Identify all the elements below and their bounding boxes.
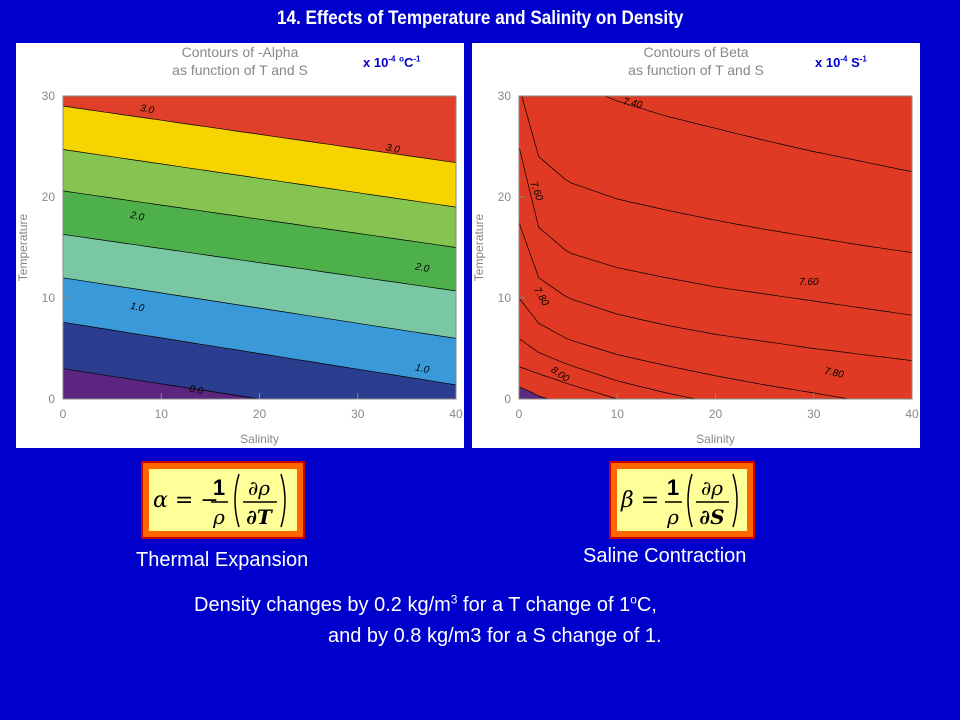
alpha-contour-label-4: 1.0 [129, 301, 145, 315]
alpha-band-5 [63, 149, 456, 248]
alpha-units-label: x 10-4 oC-1 [363, 54, 421, 70]
beta-contour-line-3 [519, 222, 912, 361]
alpha-band-1 [63, 322, 456, 399]
alpha-contour-line-5 [63, 149, 456, 208]
density-change-line-1: Density changes by 0.2 kg/m3 for a T cha… [194, 592, 657, 616]
thermal-expansion-caption: Thermal Expansion [136, 549, 309, 571]
alpha-contour-label-2: 2.0 [128, 210, 145, 224]
beta-contour-line-1 [521, 96, 912, 253]
beta-x-tick-label-1: 10 [611, 407, 625, 421]
alpha-y-tick-label-0: 0 [48, 392, 55, 406]
alpha-contour-line-3 [63, 234, 456, 292]
beta-contour-label-0: 7.40 [622, 96, 644, 111]
beta-formula-rho: ρ [666, 505, 679, 529]
slide-title: 14. Effects of Temperature and Salinity … [276, 8, 684, 29]
alpha-contour-label-1: 3.0 [385, 142, 401, 156]
beta-x-axis-label: Salinity [696, 432, 735, 446]
alpha-x-tick-label-3: 30 [351, 407, 365, 421]
alpha-band-2 [63, 277, 456, 385]
beta-x-tick-label-4: 40 [905, 407, 919, 421]
beta-y-axis-label: Temperature [472, 213, 486, 281]
alpha-y-tick-label-1: 10 [42, 291, 56, 305]
beta-formula-left-paren [687, 473, 693, 528]
beta-contour-line-2 [519, 146, 912, 316]
alpha-contour-line-6 [63, 105, 456, 164]
alpha-band-3 [63, 234, 456, 339]
alpha-formula: α = − 1 ρ ∂ρ ∂T [153, 473, 286, 529]
density-change-line-2: and by 0.8 kg/m3 for a S change of 1. [328, 625, 662, 647]
alpha-band-0 [63, 368, 456, 399]
beta-chart-panel: Contours of Beta as function of T and S 7.… [472, 43, 920, 448]
beta-contour-label-4: 7.80 [823, 366, 845, 381]
beta-formula-lhs: β = [620, 488, 659, 513]
beta-contour-line-6 [519, 366, 619, 399]
beta-y-tick-label-3: 30 [498, 89, 512, 103]
beta-contour-line-5 [519, 338, 698, 399]
alpha-formula-left-paren [234, 473, 240, 528]
beta-y-tick-label-0: 0 [504, 392, 511, 406]
beta-x-tick-label-0: 0 [516, 407, 523, 421]
beta-contour-fills: 7.407.607.607.807.808.00 [519, 96, 912, 399]
alpha-formula-one: 1 [213, 475, 225, 500]
alpha-formula-rho: ρ [212, 505, 225, 529]
alpha-x-tick-label-2: 20 [253, 407, 267, 421]
beta-formula-partial-rho: ∂ρ [701, 476, 723, 500]
saline-contraction-caption: Saline Contraction [583, 545, 747, 567]
alpha-x-tick-label-0: 0 [60, 407, 67, 421]
beta-x-tick-label-3: 30 [807, 407, 821, 421]
beta-formula: β = 1 ρ ∂ρ ∂S [620, 473, 738, 529]
alpha-y-tick-label-2: 20 [42, 190, 56, 204]
alpha-y-axis-label: Temperature [16, 213, 30, 281]
alpha-contour-label-5: 1.0 [414, 362, 430, 376]
alpha-y-tick-label-3: 30 [42, 89, 56, 103]
alpha-contour-line-1 [63, 321, 456, 386]
beta-formula-partial-var: ∂S [699, 505, 724, 529]
alpha-formula-box: α = − 1 ρ ∂ρ ∂T [141, 461, 305, 539]
alpha-x-tick-label-4: 40 [449, 407, 463, 421]
alpha-chart-panel: Contours of -Alpha as function of T and S… [16, 43, 464, 448]
alpha-contour-line-0 [63, 368, 262, 399]
beta-formula-right-paren [732, 473, 738, 528]
beta-y-tick-label-1: 10 [498, 291, 512, 305]
alpha-band-7 [63, 96, 456, 163]
alpha-formula-right-paren [280, 473, 286, 528]
beta-formula-one: 1 [667, 475, 679, 500]
alpha-x-tick-label-1: 10 [155, 407, 169, 421]
alpha-contour-line-2 [63, 277, 456, 339]
alpha-formula-lhs: α = − [153, 488, 219, 513]
alpha-contour-line-4 [63, 190, 456, 248]
alpha-contour-chart: Contours of -Alpha as function of T and S… [16, 44, 463, 446]
beta-contour-label-2: 7.60 [799, 277, 819, 288]
alpha-contour-label-6: 0.0 [188, 384, 204, 398]
beta-y-tick-label-2: 20 [498, 190, 512, 204]
beta-contour-chart: Contours of Beta as function of T and S 7.… [472, 44, 919, 446]
beta-chart-title: Contours of Beta [643, 44, 748, 60]
alpha-band-6 [63, 106, 456, 208]
alpha-contour-label-3: 2.0 [413, 261, 430, 275]
beta-chart-subtitle: as function of T and S [628, 62, 764, 78]
beta-contour-line-0 [603, 96, 912, 173]
beta-formula-box: β = 1 ρ ∂ρ ∂S [609, 461, 755, 539]
alpha-band-4 [63, 190, 456, 291]
alpha-chart-subtitle: as function of T and S [172, 62, 308, 78]
alpha-formula-partial-var: ∂T [246, 505, 274, 529]
beta-x-tick-label-2: 20 [709, 407, 723, 421]
beta-band-8 [519, 96, 912, 399]
alpha-contour-fills: 3.0 3.0 2.0 2.0 1.0 1.0 0.0 [63, 96, 456, 399]
alpha-x-axis-label: Salinity [240, 432, 279, 446]
beta-units-label: x 10-4 S-1 [815, 54, 867, 70]
alpha-formula-partial-rho: ∂ρ [248, 476, 270, 500]
alpha-chart-title: Contours of -Alpha [182, 44, 299, 60]
alpha-contour-label-0: 3.0 [139, 103, 155, 117]
